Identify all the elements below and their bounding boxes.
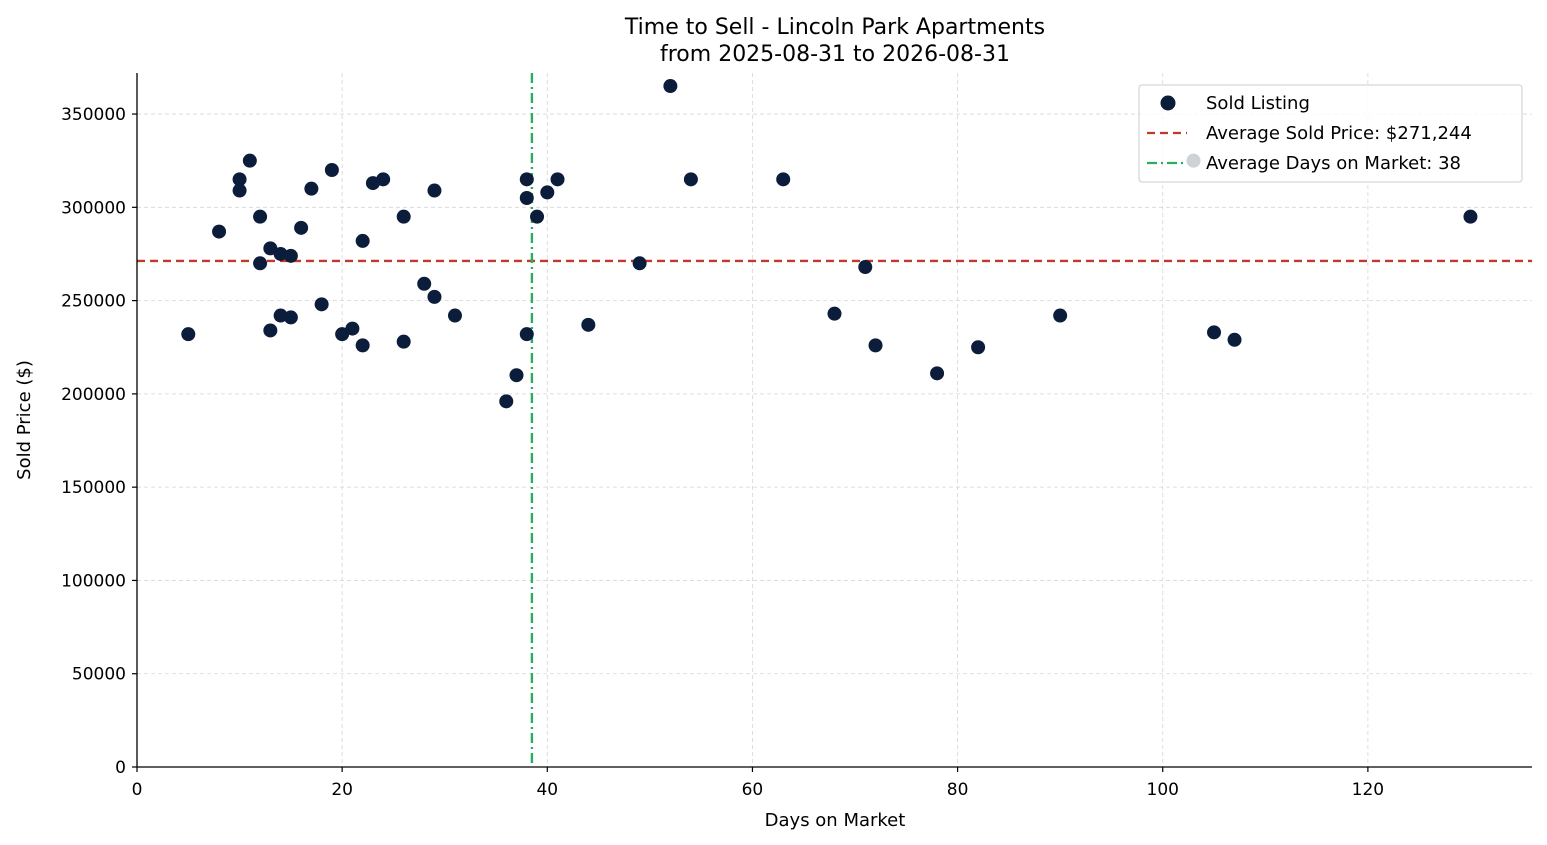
data-point <box>530 209 545 224</box>
data-point <box>283 248 298 263</box>
data-point <box>417 276 432 291</box>
y-tick-label: 50000 <box>72 665 126 685</box>
chart-legend: Sold Listing Average Sold Price: $271,24… <box>1138 84 1523 183</box>
chart-subtitle: from 2025-08-31 to 2026-08-31 <box>660 42 1010 67</box>
data-point <box>827 306 842 321</box>
data-point <box>683 172 698 187</box>
data-point <box>930 366 945 381</box>
x-tick-label: 20 <box>331 780 353 800</box>
y-tick-label: 150000 <box>61 478 126 498</box>
data-point <box>294 220 309 235</box>
chart-title: Time to Sell - Lincoln Park Apartments <box>624 15 1045 40</box>
legend-marker-sold-listing <box>1160 95 1176 111</box>
data-point <box>858 260 873 275</box>
x-axis-ticks: 0 20 40 60 80 100 120 <box>132 767 1384 800</box>
data-point <box>1227 332 1242 347</box>
data-point <box>396 209 411 224</box>
x-tick-label: 120 <box>1352 780 1384 800</box>
data-points <box>181 79 1478 409</box>
data-point <box>232 183 247 198</box>
legend-label-average-days-on-market: Average Days on Market: 38 <box>1206 153 1461 174</box>
x-tick-label: 100 <box>1147 780 1179 800</box>
data-point <box>324 163 339 178</box>
y-tick-label: 100000 <box>61 571 126 591</box>
y-tick-label: 350000 <box>61 105 126 125</box>
data-point <box>776 172 791 187</box>
data-point <box>499 394 514 409</box>
x-tick-label: 80 <box>947 780 969 800</box>
data-point <box>212 224 227 239</box>
data-point <box>519 172 534 187</box>
data-point <box>1463 209 1478 224</box>
data-point <box>253 209 268 224</box>
data-point <box>509 368 524 383</box>
data-point <box>283 310 298 325</box>
y-tick-label: 200000 <box>61 385 126 405</box>
data-point <box>540 185 555 200</box>
data-point <box>427 183 442 198</box>
data-point <box>1053 308 1068 323</box>
data-point <box>396 334 411 349</box>
y-axis-ticks: 0 50000 100000 150000 200000 250000 300000 3500… <box>61 105 137 778</box>
y-tick-label: 250000 <box>61 292 126 312</box>
data-point <box>314 297 329 312</box>
data-point <box>376 172 391 187</box>
data-point <box>232 172 247 187</box>
data-point <box>581 317 596 332</box>
x-tick-label: 0 <box>132 780 143 800</box>
data-point <box>181 327 196 342</box>
data-point <box>550 172 565 187</box>
data-point <box>971 340 986 355</box>
x-tick-label: 40 <box>536 780 558 800</box>
data-point <box>335 327 350 342</box>
legend-label-sold-listing: Sold Listing <box>1206 93 1310 114</box>
data-point <box>519 327 534 342</box>
data-point <box>253 256 268 271</box>
data-point <box>868 338 883 353</box>
x-axis-label: Days on Market <box>765 810 906 831</box>
data-point <box>345 321 360 336</box>
data-point <box>263 323 278 338</box>
y-tick-label: 300000 <box>61 198 126 218</box>
data-point <box>263 241 278 256</box>
data-point <box>519 190 534 205</box>
data-point <box>355 233 370 248</box>
data-point <box>663 79 678 94</box>
data-point <box>304 181 319 196</box>
data-point <box>242 153 257 168</box>
data-point <box>427 289 442 304</box>
data-point <box>447 308 462 323</box>
x-tick-label: 60 <box>742 780 764 800</box>
data-point <box>632 256 647 271</box>
legend-label-average-sold-price: Average Sold Price: $271,244 <box>1206 123 1472 144</box>
data-point <box>1207 325 1222 340</box>
data-point <box>355 338 370 353</box>
y-axis-label: Sold Price ($) <box>14 360 35 480</box>
legend-box <box>1138 84 1523 183</box>
reference-lines <box>137 73 1532 767</box>
y-tick-label: 0 <box>115 758 126 778</box>
